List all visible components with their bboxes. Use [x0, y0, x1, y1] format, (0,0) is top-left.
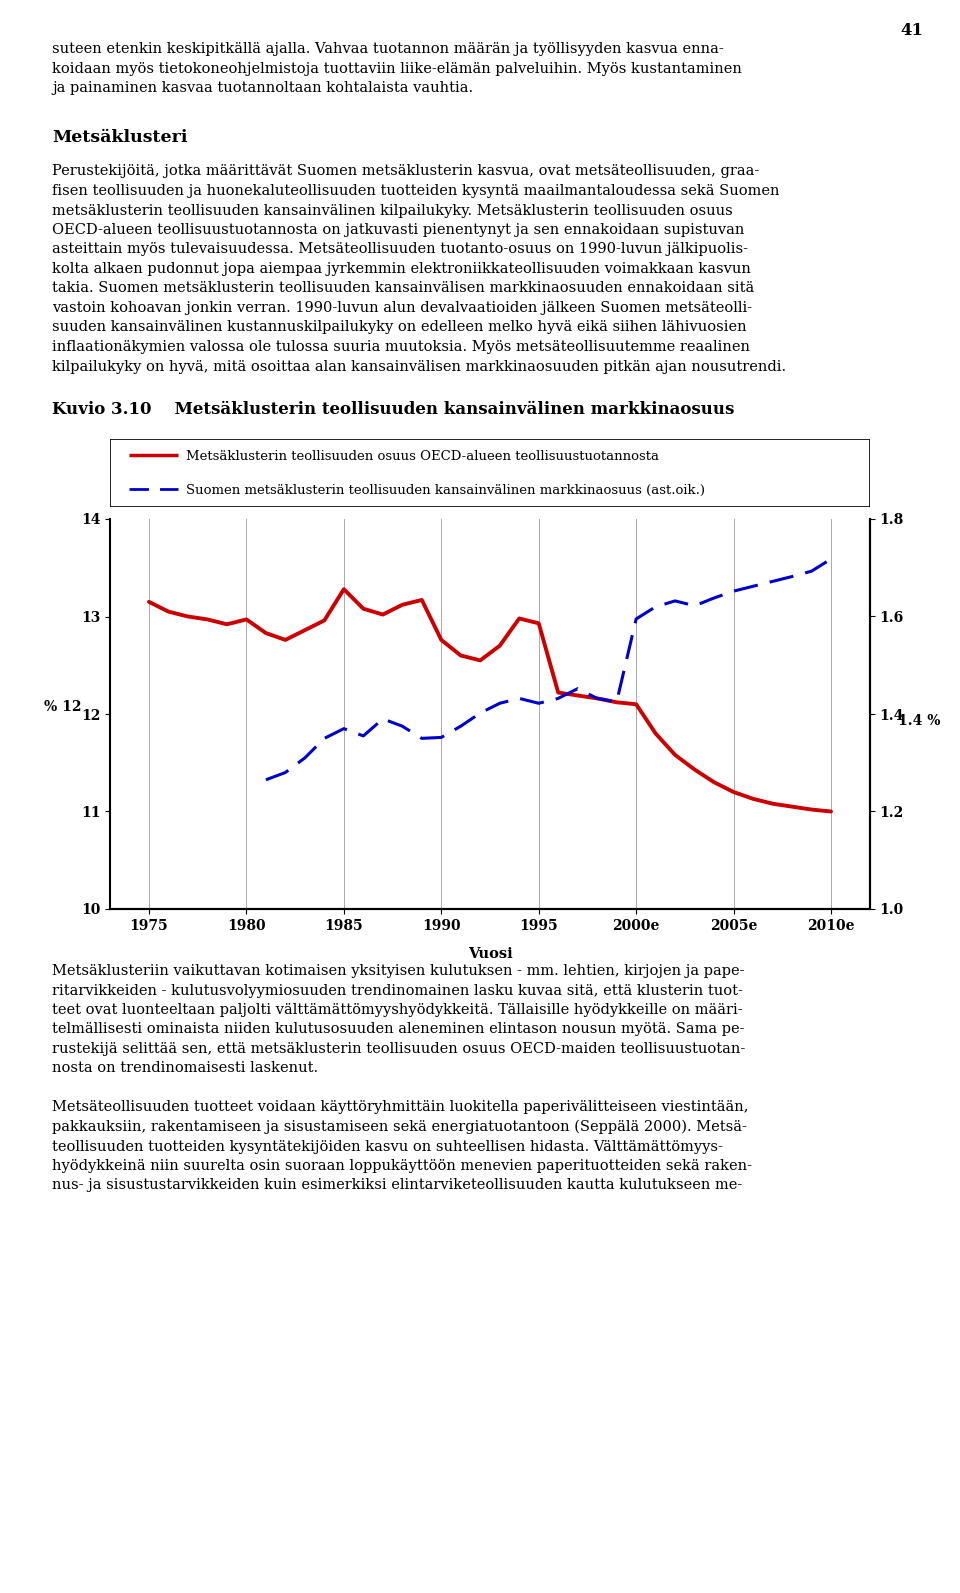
Text: Metsäklusterin teollisuuden osuus OECD-alueen teollisuustuotannosta: Metsäklusterin teollisuuden osuus OECD-a… — [186, 449, 659, 462]
Text: ritarvikkeiden - kulutusvolyymiosuuden trendinomainen lasku kuvaa sitä, että klu: ritarvikkeiden - kulutusvolyymiosuuden t… — [52, 983, 743, 997]
Text: nosta on trendinomaisesti laskenut.: nosta on trendinomaisesti laskenut. — [52, 1061, 318, 1075]
Text: suteen etenkin keskipitkällä ajalla. Vahvaa tuotannon määrän ja työllisyyden kas: suteen etenkin keskipitkällä ajalla. Vah… — [52, 41, 724, 56]
Text: nus- ja sisustustarvikkeiden kuin esimerkiksi elintarviketeollisuuden kautta kul: nus- ja sisustustarvikkeiden kuin esimer… — [52, 1179, 742, 1193]
Y-axis label: % 12: % 12 — [44, 699, 82, 714]
Text: kolta alkaen pudonnut jopa aiempaa jyrkemmin elektroniikkateollisuuden voimakkaa: kolta alkaen pudonnut jopa aiempaa jyrke… — [52, 261, 751, 276]
Text: metsäklusterin teollisuuden kansainvälinen kilpailukyky. Metsäklusterin teollisu: metsäklusterin teollisuuden kansainvälin… — [52, 204, 732, 218]
Text: Kuvio 3.10    Metsäklusterin teollisuuden kansainvälinen markkinaosuus: Kuvio 3.10 Metsäklusterin teollisuuden k… — [52, 401, 734, 417]
Text: pakkauksiin, rakentamiseen ja sisustamiseen sekä energiatuotantoon (Seppälä 2000: pakkauksiin, rakentamiseen ja sisustamis… — [52, 1120, 747, 1134]
Text: hyödykkeinä niin suurelta osin suoraan loppukäyttöön menevien paperituotteiden s: hyödykkeinä niin suurelta osin suoraan l… — [52, 1160, 752, 1172]
Text: takia. Suomen metsäklusterin teollisuuden kansainvälisen markkinaosuuden ennakoi: takia. Suomen metsäklusterin teollisuude… — [52, 282, 755, 295]
Text: rustekijä selittää sen, että metsäklusterin teollisuuden osuus OECD-maiden teoll: rustekijä selittää sen, että metsäkluste… — [52, 1042, 745, 1056]
Text: Perustekijöitä, jotka määrittävät Suomen metsäklusterin kasvua, ovat metsäteolli: Perustekijöitä, jotka määrittävät Suomen… — [52, 164, 759, 178]
Text: telmällisesti ominaista niiden kulutusosuuden aleneminen elintason nousun myötä.: telmällisesti ominaista niiden kulutusos… — [52, 1023, 745, 1037]
Text: Metsäklusteri: Metsäklusteri — [52, 129, 187, 145]
Text: koidaan myös tietokoneohjelmistoja tuottaviin liike-elämän palveluihin. Myös kus: koidaan myös tietokoneohjelmistoja tuott… — [52, 62, 742, 75]
Text: fisen teollisuuden ja huonekaluteollisuuden tuotteiden kysyntä maailmantaloudess: fisen teollisuuden ja huonekaluteollisuu… — [52, 185, 780, 198]
Text: 41: 41 — [900, 22, 924, 38]
Text: teollisuuden tuotteiden kysyntätekijöiden kasvu on suhteellisen hidasta. Välttäm: teollisuuden tuotteiden kysyntätekijöide… — [52, 1139, 723, 1153]
Text: OECD-alueen teollisuustuotannosta on jatkuvasti pienentynyt ja sen ennakoidaan s: OECD-alueen teollisuustuotannosta on jat… — [52, 223, 744, 237]
Text: suuden kansainvälinen kustannuskilpailukyky on edelleen melko hyvä eikä siihen l: suuden kansainvälinen kustannuskilpailuk… — [52, 320, 747, 335]
X-axis label: Vuosi: Vuosi — [468, 946, 513, 961]
Text: ja painaminen kasvaa tuotannoltaan kohtalaista vauhtia.: ja painaminen kasvaa tuotannoltaan kohta… — [52, 81, 473, 96]
Y-axis label: 1.4 %: 1.4 % — [899, 714, 941, 728]
Text: inflaationäkymien valossa ole tulossa suuria muutoksia. Myös metsäteollisuutemme: inflaationäkymien valossa ole tulossa su… — [52, 339, 750, 354]
Text: asteittain myös tulevaisuudessa. Metsäteollisuuden tuotanto-osuus on 1990-luvun : asteittain myös tulevaisuudessa. Metsäte… — [52, 242, 748, 256]
Text: kilpailukyky on hyvä, mitä osoittaa alan kansainvälisen markkinaosuuden pitkän a: kilpailukyky on hyvä, mitä osoittaa alan… — [52, 360, 786, 373]
Text: Metsäteollisuuden tuotteet voidaan käyttöryhmittäin luokitella paperivälitteisee: Metsäteollisuuden tuotteet voidaan käytt… — [52, 1101, 749, 1115]
Text: vastoin kohoavan jonkin verran. 1990-luvun alun devalvaatioiden jälkeen Suomen m: vastoin kohoavan jonkin verran. 1990-luv… — [52, 301, 752, 315]
Text: Suomen metsäklusterin teollisuuden kansainvälinen markkinaosuus (ast.oik.): Suomen metsäklusterin teollisuuden kansa… — [186, 484, 705, 497]
Text: teet ovat luonteeltaan paljolti välttämättömyyshyödykkeitä. Tällaisille hyödykke: teet ovat luonteeltaan paljolti välttämä… — [52, 1004, 743, 1016]
Text: Metsäklusteriin vaikuttavan kotimaisen yksityisen kulutuksen - mm. lehtien, kirj: Metsäklusteriin vaikuttavan kotimaisen y… — [52, 964, 745, 978]
